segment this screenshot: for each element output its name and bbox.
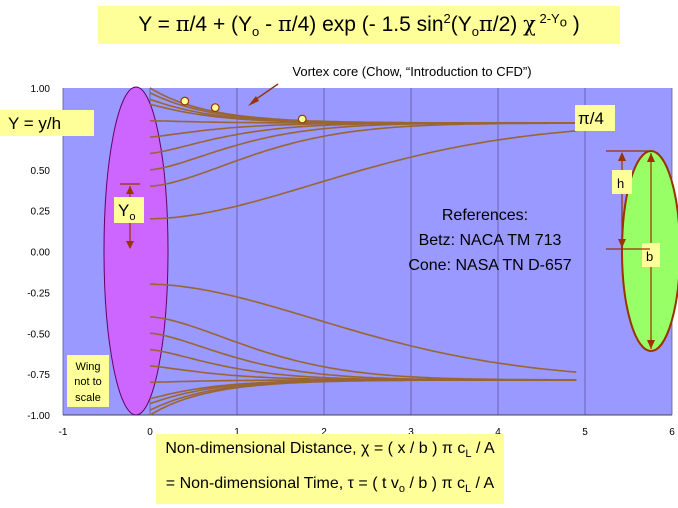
formula-text: Y = π/4 + (Yo - π/4) exp (- 1.5 sin2(Yoπ… [138, 10, 580, 40]
y-tick-label: -0.25 [27, 288, 50, 299]
vortex-curve [149, 122, 577, 187]
pi-over-4-label: π/4 [578, 109, 604, 128]
vortex-curve [149, 379, 577, 416]
vortex-core-label: Vortex core (Chow, “Introduction to CFD”… [292, 64, 531, 79]
vortex-core-marker [297, 114, 307, 124]
wing-note-line-3: scale [75, 392, 101, 404]
y-tick-label: 0.50 [31, 166, 51, 177]
x-tick-label: 5 [582, 427, 588, 438]
wing-note-line-1: Wing [75, 361, 100, 373]
x-tick-label: -1 [59, 427, 68, 438]
x-tick-label: 6 [669, 427, 675, 438]
h-arrowhead-top [618, 152, 626, 161]
reference-betz: Betz: NACA TM 713 [419, 232, 562, 249]
b-arrowhead-bottom [647, 340, 655, 349]
vortex-core-arrowhead [248, 96, 259, 106]
x-tick-label: 0 [147, 427, 153, 438]
x-tick-label: 3 [408, 427, 414, 438]
y-tick-label: 0.00 [31, 248, 51, 259]
yo-arrowhead-top [126, 186, 134, 194]
x-axis-title-box: Non-dimensional Distance, χ = ( x / b ) … [156, 434, 504, 504]
vortex-core-marker [210, 103, 220, 113]
b-arrowhead-top [647, 153, 655, 162]
reference-cone: Cone: NASA TN D-657 [408, 257, 571, 274]
b-label: b [646, 249, 653, 264]
yo-label: Yo [118, 201, 135, 223]
y-tick-label: 0.25 [31, 207, 51, 218]
vortex-core-marker [180, 96, 190, 106]
formula-box: Y = π/4 + (Yo - π/4) exp (- 1.5 sin2(Yoπ… [98, 6, 620, 44]
x-tick-labels: -1 0 1 2 3 4 5 6 [59, 427, 676, 438]
h-label: h [617, 176, 624, 191]
vortex-curve [150, 130, 577, 220]
references-title: References: [442, 207, 528, 224]
x-axis-title-line-1: Non-dimensional Distance, χ = ( x / b ) … [165, 440, 495, 461]
h-arrowhead-bottom [618, 239, 626, 248]
y-tick-label: -0.50 [27, 329, 50, 340]
y-axis-label: Y = y/h [8, 114, 61, 133]
wing-note-box [67, 355, 109, 407]
h-label-box [612, 170, 632, 194]
y-label-box [0, 110, 94, 136]
vortex-curves [149, 87, 577, 416]
x-axis-title-line-2: = Non-dimensional Time, τ = ( t vo / b )… [165, 475, 495, 496]
x-tick-label: 1 [234, 427, 240, 438]
x-tick-label: 4 [495, 427, 501, 438]
y-tick-label: -1.00 [27, 411, 50, 422]
vortex-curve [150, 283, 577, 373]
y-tick-label: -0.75 [27, 370, 50, 381]
pi-over-4-box [575, 105, 615, 131]
vortex-core-markers [180, 96, 307, 124]
yo-arrowhead-bottom [126, 241, 134, 249]
wing-note-line-2: not to [74, 376, 102, 388]
x-tick-label: 2 [321, 427, 327, 438]
yo-label-box [114, 197, 144, 223]
y-tick-label: 1.00 [31, 84, 51, 95]
